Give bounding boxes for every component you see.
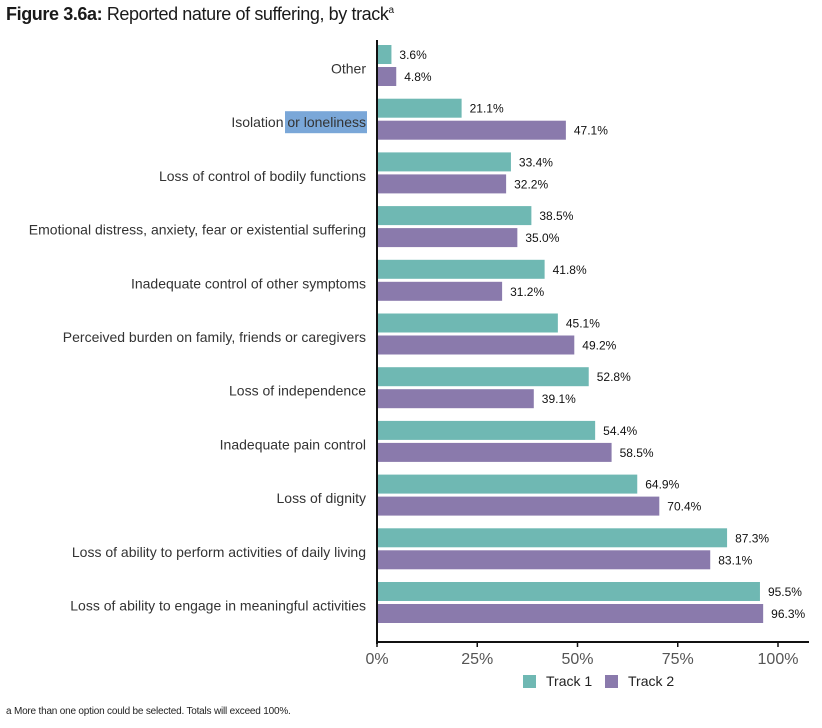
bar-track1: [377, 206, 532, 226]
figure-number: Figure 3.6a:: [6, 4, 103, 24]
data-label-track1: 45.1%: [566, 317, 600, 331]
bar-track2: [377, 281, 503, 301]
bar-track2: [377, 496, 660, 516]
legend-label-track2: Track 2: [628, 673, 674, 689]
x-tick-label: 0%: [365, 651, 388, 668]
data-label-track2: 47.1%: [574, 124, 608, 138]
bar-track1: [377, 474, 638, 494]
category-label: Emotional distress, anxiety, fear or exi…: [29, 222, 366, 238]
bar-track2: [377, 174, 507, 194]
bar-track2: [377, 228, 518, 248]
bar-track1: [377, 45, 392, 64]
data-label-track2: 58.5%: [620, 446, 654, 460]
data-label-track2: 35.0%: [525, 231, 559, 245]
data-label-track2: 70.4%: [667, 500, 701, 514]
category-label: Loss of independence: [229, 383, 366, 399]
bar-track2: [377, 442, 612, 462]
data-label-track1: 41.8%: [553, 263, 587, 277]
data-label-track2: 39.1%: [542, 392, 576, 406]
data-label-track1: 33.4%: [519, 155, 553, 169]
legend-label-track1: Track 1: [546, 673, 592, 689]
data-label-track2: 31.2%: [510, 285, 544, 299]
data-label-track2: 83.1%: [718, 553, 752, 567]
data-label-track1: 87.3%: [735, 531, 769, 545]
bar-track1: [377, 420, 596, 440]
data-label-track2: 32.2%: [514, 177, 548, 191]
bar-track1: [377, 313, 558, 333]
footnote: a More than one option could be selected…: [6, 706, 291, 717]
category-label: Other: [331, 61, 366, 77]
bar-track2: [377, 389, 534, 409]
category-label: Isolation or loneliness: [231, 114, 366, 130]
bar-track1: [377, 367, 589, 387]
category-label: Inadequate pain control: [220, 436, 366, 452]
legend-swatch-track2: [605, 675, 618, 688]
legend-swatch-track1: [523, 675, 536, 688]
data-label-track1: 21.1%: [470, 102, 504, 116]
category-label-highlighted-word: loneliness: [304, 114, 366, 130]
bar-chart: Other 3.6% 4.8% Isolation or loneliness 21.1…: [29, 40, 809, 689]
bar-track1: [377, 528, 728, 548]
category-label: Loss of ability to engage in meaningful …: [70, 598, 366, 614]
data-label-track1: 95.5%: [768, 585, 802, 599]
bar-track1: [377, 259, 545, 279]
x-tick-label: 50%: [561, 651, 593, 668]
x-tick-label: 25%: [461, 651, 493, 668]
category-label: Loss of ability to perform activities of…: [72, 544, 366, 560]
category-label: Inadequate control of other symptoms: [131, 275, 366, 291]
data-label-track2: 49.2%: [582, 339, 616, 353]
data-label-track1: 3.6%: [399, 48, 427, 62]
data-label-track2: 4.8%: [404, 70, 432, 84]
data-label-track1: 38.5%: [539, 209, 573, 223]
figure-title-text: Reported nature of suffering, by track: [102, 4, 389, 24]
category-label: Loss of dignity: [277, 490, 367, 506]
data-label-track1: 64.9%: [645, 478, 679, 492]
data-label-track1: 54.4%: [603, 424, 637, 438]
bar-track1: [377, 98, 462, 118]
bar-track1: [377, 582, 760, 601]
figure-title-footnote-mark: a: [388, 5, 394, 16]
data-label-track1: 52.8%: [597, 370, 631, 384]
data-label-track2: 96.3%: [771, 607, 805, 621]
x-tick-label: 100%: [758, 651, 799, 668]
bar-track2: [377, 67, 397, 86]
text-selection-highlight: [285, 111, 367, 134]
bar-track1: [377, 152, 511, 172]
figure-title: Figure 3.6a: Reported nature of sufferin…: [6, 4, 394, 25]
bar-track2: [377, 335, 575, 355]
bar-track2: [377, 604, 764, 623]
category-label: Perceived burden on family, friends or c…: [63, 329, 366, 345]
bar-track2: [377, 120, 566, 140]
category-label: Loss of control of bodily functions: [159, 168, 366, 184]
x-tick-label: 75%: [662, 651, 694, 668]
bar-track2: [377, 550, 711, 570]
